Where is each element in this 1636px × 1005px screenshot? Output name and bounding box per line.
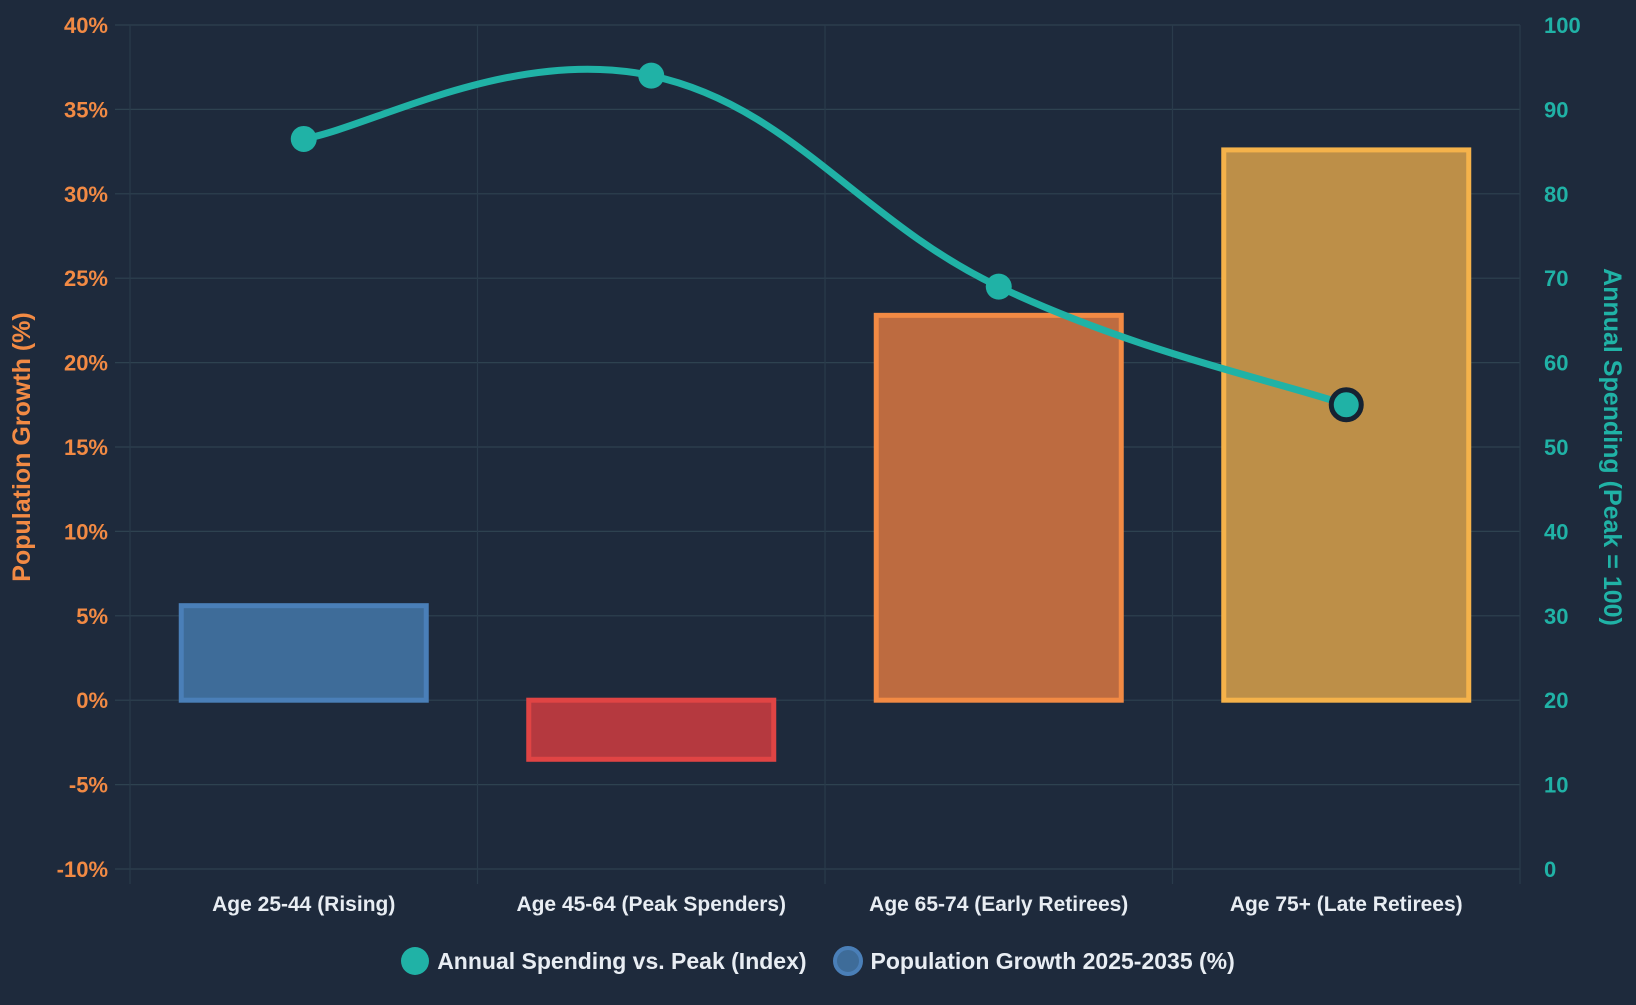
- y-left-tick-label: -5%: [69, 773, 108, 798]
- spending-point-3: [1328, 387, 1364, 423]
- legend-label-spending: Annual Spending vs. Peak (Index): [437, 947, 807, 974]
- y-right-tick-label: 0: [1544, 857, 1556, 882]
- y-right-tick-label: 20: [1544, 688, 1568, 713]
- spending-line: [300, 65, 1350, 409]
- y-left-tick-label: 10%: [64, 519, 108, 544]
- bar-3: [1221, 147, 1472, 703]
- legend-item-spending[interactable]: Annual Spending vs. Peak (Index): [401, 947, 807, 975]
- y-left-tick-label: -10%: [57, 857, 108, 882]
- x-tick-label: Age 25-44 (Rising): [212, 893, 395, 916]
- y-right-tick-label: 30: [1544, 604, 1568, 629]
- y-right-tick-label: 70: [1544, 266, 1568, 291]
- legend-label-population: Population Growth 2025-2035 (%): [870, 947, 1235, 974]
- spending-point-0: [290, 125, 317, 152]
- legend-swatch-spending: [401, 947, 430, 975]
- y-right-tick-label: 80: [1544, 182, 1568, 207]
- bar-0: [178, 603, 429, 703]
- y-right-tick-label: 40: [1544, 519, 1568, 544]
- y-right-tick-label: 90: [1544, 97, 1568, 122]
- y-left-tick-label: 25%: [64, 266, 108, 291]
- bar-2: [873, 312, 1124, 703]
- y-left-tick-label: 20%: [64, 351, 108, 376]
- spending-point-1: [638, 62, 665, 89]
- legend-swatch-population: [832, 946, 863, 976]
- y-left-tick-label: 40%: [64, 13, 108, 38]
- y-right-tick-label: 50: [1544, 435, 1568, 460]
- y-right-tick-label: 60: [1544, 351, 1568, 376]
- y-right-axis-title: Annual Spending (Peak = 100): [1598, 268, 1626, 626]
- y-left-tick-label: 35%: [64, 97, 108, 122]
- y-right-tick-label: 100: [1544, 13, 1581, 38]
- bar-1: [526, 697, 777, 762]
- legend: Annual Spending vs. Peak (Index) Populat…: [0, 946, 1636, 976]
- x-tick-label: Age 65-74 (Early Retirees): [869, 893, 1128, 916]
- legend-item-population[interactable]: Population Growth 2025-2035 (%): [832, 946, 1235, 976]
- x-tick-label: Age 75+ (Late Retirees): [1230, 893, 1463, 916]
- y-left-tick-label: 5%: [76, 604, 108, 629]
- y-left-tick-label: 0%: [76, 688, 108, 713]
- x-tick-label: Age 45-64 (Peak Spenders): [516, 893, 786, 916]
- y-left-axis-title: Population Growth (%): [8, 312, 36, 581]
- spending-point-2: [985, 273, 1012, 300]
- y-left-tick-label: 15%: [64, 435, 108, 460]
- y-right-tick-label: 10: [1544, 773, 1568, 798]
- y-left-tick-label: 30%: [64, 182, 108, 207]
